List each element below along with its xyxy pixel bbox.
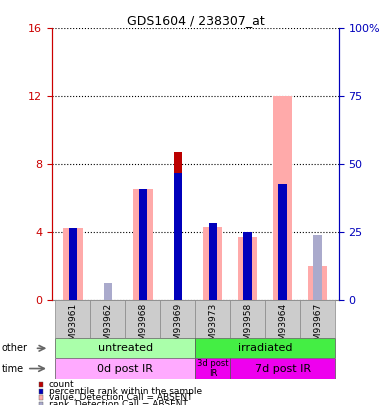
Text: GSM93973: GSM93973 xyxy=(208,303,218,352)
Bar xyxy=(133,190,152,300)
Bar xyxy=(273,96,293,300)
Text: GSM93964: GSM93964 xyxy=(278,303,287,352)
Bar xyxy=(126,300,161,338)
Bar xyxy=(203,227,223,300)
Bar xyxy=(55,358,196,379)
Text: percentile rank within the sample: percentile rank within the sample xyxy=(49,387,202,396)
Bar xyxy=(104,283,112,300)
Bar xyxy=(265,300,300,338)
Bar xyxy=(64,228,82,300)
Text: GSM93969: GSM93969 xyxy=(173,303,182,352)
Text: untreated: untreated xyxy=(98,343,153,353)
Text: GSM93967: GSM93967 xyxy=(313,303,322,352)
Bar xyxy=(300,300,335,338)
Text: 3d post
IR: 3d post IR xyxy=(197,359,229,378)
Bar xyxy=(308,266,327,300)
Bar xyxy=(161,300,196,338)
Bar xyxy=(69,228,77,300)
Bar xyxy=(55,338,196,358)
Bar xyxy=(313,235,322,300)
Bar xyxy=(174,173,182,300)
Text: 7d post IR: 7d post IR xyxy=(255,364,311,373)
Bar xyxy=(174,152,182,300)
Text: GSM93968: GSM93968 xyxy=(139,303,147,352)
Bar xyxy=(209,224,217,300)
Bar xyxy=(196,300,230,338)
Text: irradiated: irradiated xyxy=(238,343,293,353)
Bar xyxy=(243,232,252,300)
Bar xyxy=(230,300,265,338)
Text: GSM93961: GSM93961 xyxy=(69,303,77,352)
Text: GSM93962: GSM93962 xyxy=(104,303,112,352)
Bar xyxy=(230,358,335,379)
Bar xyxy=(238,237,258,300)
Bar xyxy=(55,300,90,338)
Title: GDS1604 / 238307_at: GDS1604 / 238307_at xyxy=(127,14,264,27)
Text: time: time xyxy=(2,364,24,373)
Text: rank, Detection Call = ABSENT: rank, Detection Call = ABSENT xyxy=(49,400,188,405)
Text: 0d post IR: 0d post IR xyxy=(97,364,154,373)
Bar xyxy=(196,338,335,358)
Bar xyxy=(278,184,287,300)
Text: value, Detection Call = ABSENT: value, Detection Call = ABSENT xyxy=(49,393,192,402)
Bar xyxy=(139,190,147,300)
Bar xyxy=(90,300,126,338)
Text: count: count xyxy=(49,380,75,389)
Text: GSM93958: GSM93958 xyxy=(243,303,252,352)
Text: other: other xyxy=(2,343,28,353)
Bar xyxy=(196,358,230,379)
